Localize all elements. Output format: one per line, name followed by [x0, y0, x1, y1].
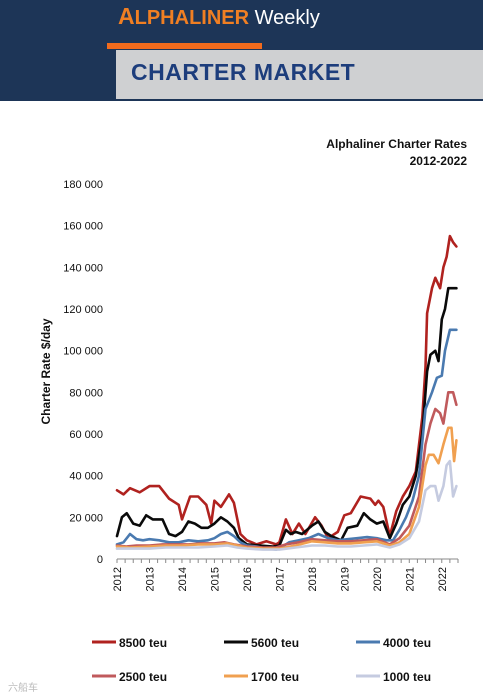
x-tick-label: 2012 — [112, 567, 124, 591]
y-tick-label: 140 000 — [63, 262, 103, 274]
x-tick-label: 2022 — [437, 567, 449, 591]
y-tick-label: 40 000 — [69, 471, 103, 483]
x-tick-label: 2017 — [274, 567, 286, 591]
x-tick-label: 2021 — [404, 567, 416, 591]
header-banner: ALPHALINER Weekly CHARTER MARKET — [0, 0, 483, 101]
section-title-box: CHARTER MARKET — [116, 50, 483, 99]
y-tick-label: 20 000 — [69, 512, 103, 524]
x-tick-label: 2015 — [209, 567, 221, 591]
series-line-1000-teu — [115, 459, 458, 551]
y-tick-label: 160 000 — [63, 221, 103, 233]
chart-title-line: Alphaliner Charter Rates — [326, 137, 467, 151]
series-line-5600-teu — [115, 286, 458, 548]
x-tick-label: 2019 — [339, 567, 351, 591]
legend-label: 2500 teu — [119, 670, 167, 684]
accent-bar — [107, 43, 262, 49]
x-tick-label: 2018 — [307, 567, 319, 591]
chart-title-line: 2012-2022 — [410, 154, 468, 168]
x-tick-label: 2013 — [144, 567, 156, 591]
y-tick-label: 180 000 — [63, 179, 103, 191]
y-axis-label: Charter Rate $/day — [39, 318, 53, 424]
series-line-4000-teu — [115, 328, 458, 551]
legend-label: 5600 teu — [251, 636, 299, 650]
legend-label: 8500 teu — [119, 636, 167, 650]
x-tick-label: 2014 — [177, 567, 189, 591]
x-tick-label: 2020 — [372, 567, 384, 591]
y-tick-label: 120 000 — [63, 304, 103, 316]
y-tick-label: 100 000 — [63, 346, 103, 358]
x-tick-label: 2016 — [242, 567, 254, 591]
legend-label: 1700 teu — [251, 670, 299, 684]
watermark: 六船车 — [8, 683, 38, 694]
y-tick-label: 60 000 — [69, 429, 103, 441]
section-title: CHARTER MARKET — [131, 59, 356, 85]
series-line-8500-teu — [115, 234, 458, 546]
brand-logo: ALPHALINER Weekly — [118, 3, 320, 29]
y-tick-label: 80 000 — [69, 387, 103, 399]
legend-label: 1000 teu — [383, 670, 431, 684]
legend-label: 4000 teu — [383, 636, 431, 650]
y-tick-label: 0 — [97, 554, 103, 566]
series-line-1700-teu — [115, 426, 458, 550]
